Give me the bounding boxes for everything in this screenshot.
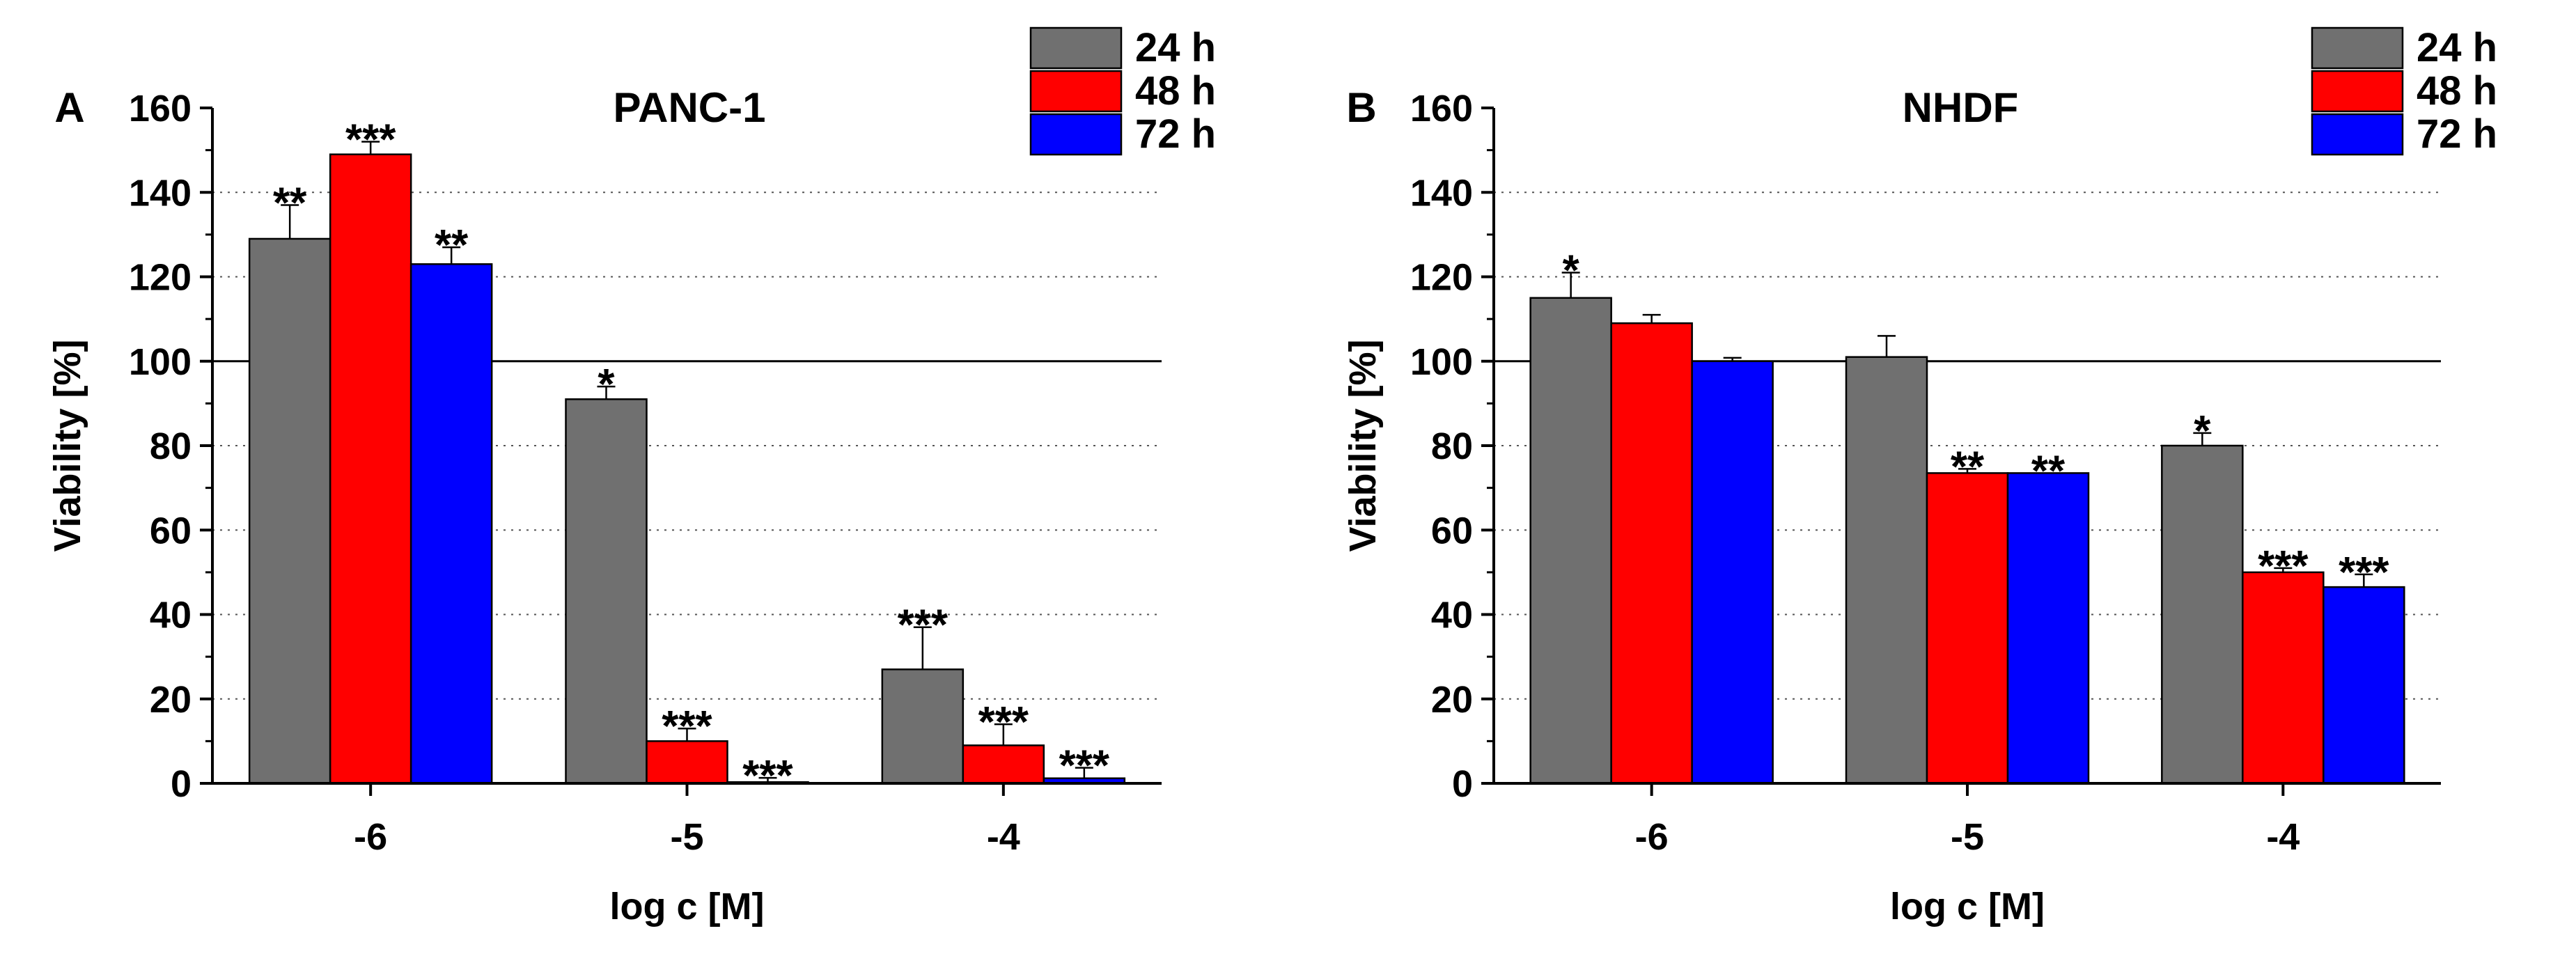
panel-b-y-axis-title: Viability [%]	[1342, 339, 1384, 551]
panel-a-y-tick-label: 40	[150, 595, 192, 636]
panel-a-bar-48h--5	[646, 740, 728, 785]
panel-a-significance-label: ***	[898, 602, 949, 650]
panel-a-significance-label: **	[273, 179, 307, 227]
panel-a-x-tick-label: -6	[354, 816, 387, 858]
panel-b-bar-48h--4	[2242, 571, 2325, 785]
panel-b-legend-label: 24 h	[2417, 25, 2497, 70]
panel-a-legend-label: 72 h	[1135, 111, 1216, 157]
panel-b-legend-label: 48 h	[2417, 68, 2497, 113]
panel-a-bar-24h--6	[248, 237, 331, 785]
panel-b-x-tick-label: -6	[1635, 816, 1669, 858]
panel-b-significance-label: *	[1563, 246, 1580, 295]
panel-a-legend-swatch-24h	[1029, 26, 1123, 70]
panel-a-legend-label: 24 h	[1135, 25, 1216, 70]
panel-a-significance-label: **	[435, 221, 469, 269]
panel-a-x-tick-label: -4	[987, 816, 1020, 858]
panel-a-legend-swatch-48h	[1029, 70, 1123, 113]
panel-a-y-tick-label: 160	[129, 88, 192, 130]
panel-a-y-tick-label: 120	[129, 257, 192, 299]
panel-a-legend-swatch-72h	[1029, 113, 1123, 156]
panel-b-significance-label: *	[2194, 407, 2211, 455]
panel-a-legend-label: 48 h	[1135, 68, 1216, 113]
panel-b-bar-48h--5	[1926, 472, 2009, 785]
panel-b-bar-72h--5	[2006, 472, 2090, 785]
panel-b-legend-swatch-48h	[2311, 70, 2404, 113]
panel-a-bar-48h--6	[329, 153, 412, 785]
panel-b-y-tick-label: 0	[1452, 763, 1473, 805]
panel-a-title: PANC-1	[614, 84, 766, 131]
panel-a-significance-label: ***	[978, 698, 1029, 746]
panel-b-legend-swatch-72h	[2311, 113, 2404, 156]
panel-b-bar-24h--5	[1845, 356, 1928, 785]
panel-a-label: A	[54, 84, 84, 131]
panel-a-y-tick-label: 100	[129, 341, 192, 383]
panel-b-title: NHDF	[1903, 84, 2019, 131]
panel-a-significance-label: ***	[662, 703, 712, 751]
panel-b-y-tick-label: 20	[1431, 679, 1473, 721]
panel-b-bar-72h--6	[1691, 360, 1774, 785]
panel-a-bar-24h--4	[881, 668, 965, 785]
panel-b-significance-label: ***	[2258, 542, 2309, 590]
panel-b-bar-72h--4	[2323, 586, 2405, 785]
panel-b-y-tick-label: 120	[1410, 257, 1473, 299]
panel-b-x-tick-label: -5	[1951, 816, 1984, 858]
panel-b-bar-24h--4	[2161, 444, 2244, 785]
panel-b-significance-label: ***	[2339, 549, 2389, 597]
panel-b-bar-48h--6	[1610, 322, 1693, 785]
panel-b-y-tick-label: 80	[1431, 425, 1473, 467]
panel-b-legend-label: 72 h	[2417, 111, 2497, 157]
panel-b-significance-label: **	[1951, 443, 1985, 491]
panel-a-significance-label: ***	[742, 752, 793, 800]
panel-a-bar-24h--5	[565, 398, 648, 785]
panel-a-x-axis-title: log c [M]	[610, 886, 765, 927]
panel-a-y-tick-label: 140	[129, 172, 192, 214]
panel-a-significance-label: *	[598, 361, 615, 409]
panel-b-x-axis-title: log c [M]	[1890, 886, 2045, 927]
panel-b-legend-swatch-24h	[2311, 26, 2404, 70]
panel-a-x-tick-label: -5	[670, 816, 703, 858]
panel-a-significance-label: ***	[345, 116, 396, 164]
panel-a-bar-48h--4	[962, 744, 1045, 785]
panel-a-y-tick-label: 0	[171, 763, 192, 805]
panel-a-y-tick-label: 80	[150, 425, 192, 467]
panel-b-y-tick-label: 40	[1431, 595, 1473, 636]
panel-a-y-axis-title: Viability [%]	[47, 339, 88, 551]
panel-a-y-tick-label: 20	[150, 679, 192, 721]
panel-b-bar-24h--6	[1529, 297, 1612, 785]
panel-b-y-tick-label: 100	[1410, 341, 1473, 383]
panel-b-label: B	[1346, 84, 1376, 131]
panel-b-significance-label: **	[2031, 447, 2066, 495]
panel-b-x-tick-label: -4	[2266, 816, 2300, 858]
panel-b-y-tick-label: 60	[1431, 510, 1473, 551]
panel-a-bar-72h--6	[409, 263, 493, 785]
panel-a-y-tick-label: 60	[150, 510, 192, 551]
panel-b-y-tick-label: 160	[1410, 88, 1473, 130]
panel-b-y-tick-label: 140	[1410, 172, 1473, 214]
